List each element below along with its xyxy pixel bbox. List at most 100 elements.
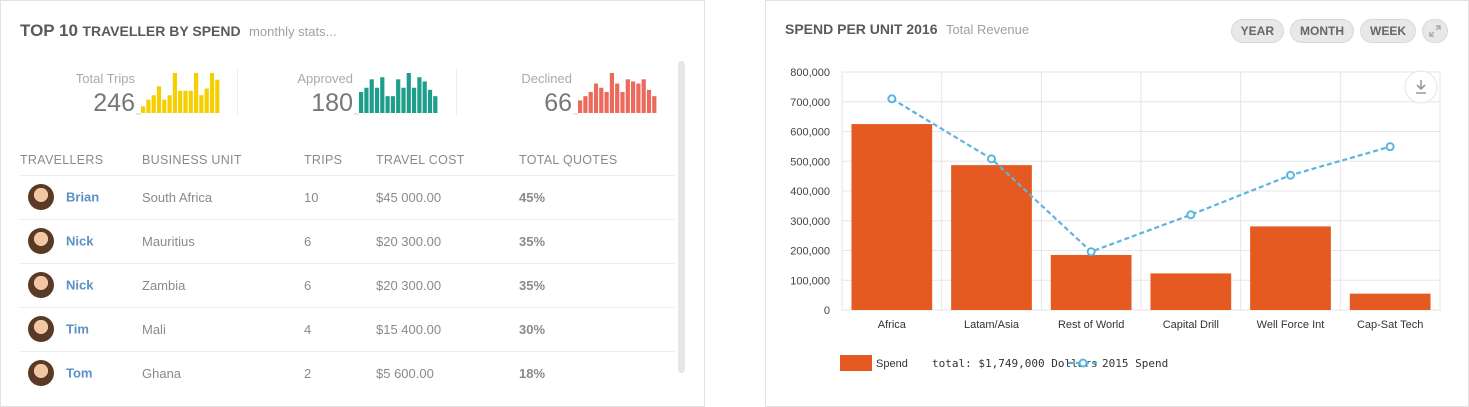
series-line [891, 97, 1391, 253]
x-tick-label: Africa [878, 319, 907, 331]
bar [1349, 293, 1431, 310]
y-tick-label: 500,000 [790, 156, 830, 168]
panel-title: TOP 10 TRAVELLER BY SPEND monthly stats.… [20, 21, 336, 41]
stat-label: Approved [297, 71, 353, 86]
period-toggle: YEAR MONTH WEEK [1230, 19, 1448, 43]
table-row[interactable]: Brian South Africa 10 $45 000.00 45% [20, 174, 675, 219]
avatar [28, 272, 54, 298]
avatar [28, 316, 54, 342]
traveller-cell: Tim [20, 306, 142, 351]
business-unit-cell: Zambia [142, 262, 304, 307]
panel-title: SPEND PER UNIT 2016 Total Revenue [785, 21, 1029, 39]
bar [1150, 273, 1232, 310]
total-quotes-cell: 18% [519, 350, 675, 395]
bar [951, 165, 1032, 310]
x-tick-label: Capital Drill [1163, 319, 1219, 331]
spark-bar [578, 100, 583, 113]
col-header-travellers[interactable]: TRAVELLERS [20, 153, 104, 168]
spark-bar [183, 90, 188, 113]
sparkline-declined [573, 73, 657, 115]
stat-label: Declined [521, 71, 572, 86]
traveller-cell: Brian [20, 174, 142, 219]
spark-bar [380, 77, 385, 113]
expand-icon [1429, 25, 1441, 37]
y-tick-label: 600,000 [790, 127, 830, 139]
legend-total: total: $1,749,000 Dollars [932, 357, 1098, 370]
title-main: TRAVELLER BY SPEND [82, 23, 241, 39]
month-button[interactable]: MONTH [1290, 19, 1354, 43]
spark-bar [641, 79, 646, 113]
avatar [28, 184, 54, 210]
spark-bar [652, 96, 657, 113]
spark-bar [427, 89, 433, 113]
spark-bar [199, 95, 204, 113]
traveller-name-link[interactable]: Tom [66, 365, 93, 381]
y-tick-label: 700,000 [790, 97, 830, 109]
col-header-business-unit[interactable]: BUSINESS UNIT [142, 153, 242, 168]
spark-bar [609, 73, 614, 113]
week-button[interactable]: WEEK [1360, 19, 1416, 43]
title-subtitle: monthly stats... [249, 24, 337, 39]
travel-cost-cell: $15 400.00 [376, 306, 519, 351]
business-unit-cell: Mali [142, 306, 304, 351]
spark-bar [172, 73, 177, 113]
spark-bar [417, 77, 422, 113]
traveller-name-link[interactable]: Nick [66, 233, 94, 249]
spark-bar [194, 73, 199, 113]
y-tick-label: 800,000 [790, 67, 830, 79]
traveller-name-link[interactable]: Tim [66, 321, 89, 337]
line-point [987, 154, 996, 164]
line-point [1286, 170, 1295, 180]
scrollbar[interactable] [678, 61, 685, 373]
spark-bar [204, 88, 209, 113]
chart-title: SPEND PER UNIT 2016 [785, 21, 938, 37]
spark-bar [620, 91, 625, 113]
trips-cell: 6 [304, 262, 376, 307]
y-tick-label: 400,000 [790, 186, 830, 198]
col-header-total-quotes[interactable]: TOTAL QUOTES [519, 153, 618, 168]
traveller-cell: Nick [20, 218, 142, 263]
legend-label-spend: Spend [876, 358, 908, 370]
spark-bar [374, 87, 380, 113]
total-quotes-cell: 45% [519, 174, 675, 219]
sparkline-approved [354, 73, 438, 115]
total-quotes-cell: 35% [519, 218, 675, 263]
chart-subtitle: Total Revenue [945, 22, 1030, 37]
spark-bar [162, 99, 167, 113]
table-row[interactable]: Tom Ghana 2 $5 600.00 18% [20, 350, 675, 395]
table-row[interactable]: Nick Mauritius 6 $20 300.00 35% [20, 218, 675, 263]
legend-label-2015: 2015 Spend [1102, 357, 1168, 370]
traveller-name-link[interactable]: Nick [66, 277, 94, 293]
spark-bar [631, 81, 636, 113]
expand-button[interactable] [1422, 19, 1448, 43]
x-tick-label: Cap-Sat Tech [1357, 319, 1423, 331]
line-point [887, 94, 897, 104]
spark-bar [359, 91, 364, 113]
line-point [1086, 247, 1096, 257]
stat-value: 66 [544, 89, 572, 117]
spark-bar [167, 95, 172, 113]
table-row[interactable]: Tim Mali 4 $15 400.00 30% [20, 306, 675, 351]
trips-cell: 2 [304, 350, 376, 395]
stat-value: 180 [311, 89, 353, 117]
spark-bar [156, 86, 162, 113]
col-header-trips[interactable]: TRIPS [304, 153, 343, 168]
line-point [1186, 210, 1196, 220]
spark-bar [588, 91, 593, 113]
table-row[interactable]: Nick Zambia 6 $20 300.00 35% [20, 262, 675, 307]
year-button[interactable]: YEAR [1230, 19, 1284, 43]
business-unit-cell: South Africa [142, 174, 304, 219]
traveller-name-link[interactable]: Brian [66, 189, 100, 205]
x-tick-label: Latam/Asia [964, 319, 1020, 331]
spark-bar [593, 83, 599, 113]
travel-cost-cell: $5 600.00 [376, 350, 519, 395]
total-quotes-cell: 30% [519, 306, 675, 351]
legend-marker-2015 [1078, 358, 1088, 368]
spark-bar [385, 96, 390, 113]
top-travellers-panel: TOP 10 TRAVELLER BY SPEND monthly stats.… [0, 0, 705, 407]
avatar [28, 228, 54, 254]
spark-bar [406, 73, 411, 113]
spark-bar [364, 87, 369, 113]
spark-bar [636, 83, 641, 113]
col-header-travel-cost[interactable]: TRAVEL COST [376, 153, 465, 168]
